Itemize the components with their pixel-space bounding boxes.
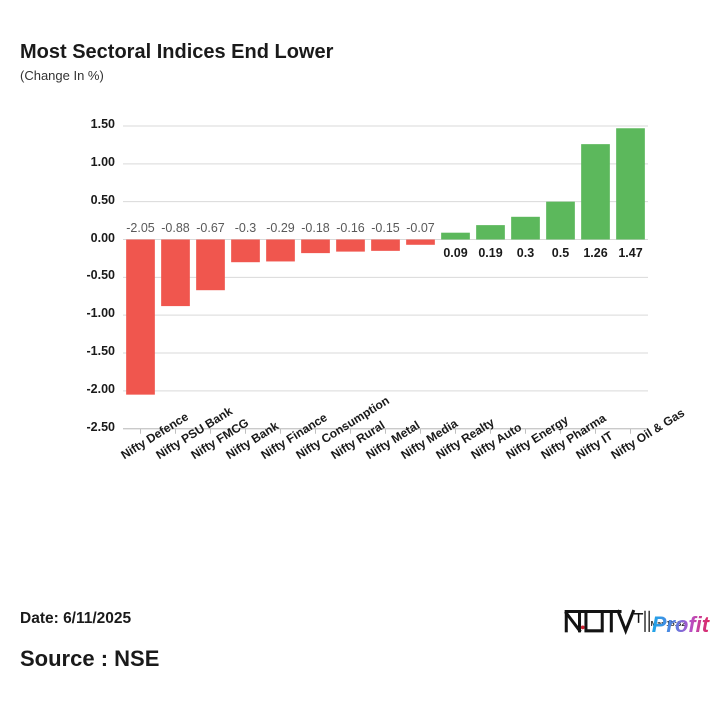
svg-text:Profit: Profit: [652, 612, 711, 637]
